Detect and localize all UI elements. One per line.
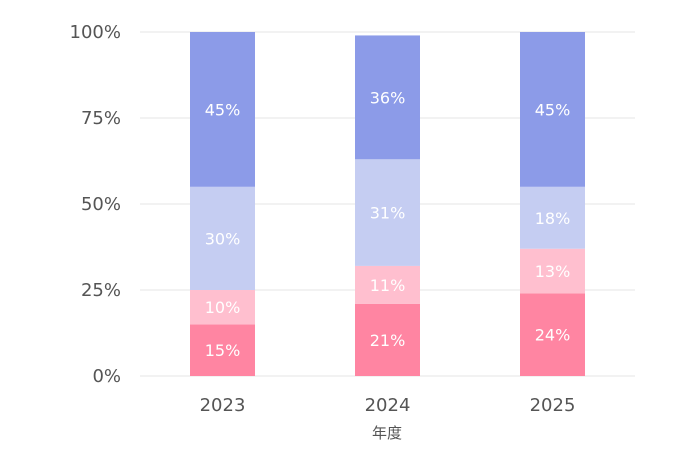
y-tick-label: 75%	[81, 108, 121, 129]
data-label: 13%	[535, 262, 571, 281]
data-label: 11%	[370, 276, 406, 295]
bar-segment	[190, 290, 255, 325]
y-tick-label: 50%	[81, 194, 121, 215]
y-tick-label: 25%	[81, 280, 121, 301]
data-label: 24%	[535, 326, 571, 345]
x-axis-title: 年度	[372, 424, 402, 442]
x-tick-label: 2024	[365, 395, 411, 416]
bar-segment	[190, 324, 255, 376]
bar-segment	[190, 186, 255, 290]
data-label: 45%	[535, 100, 571, 119]
data-label: 10%	[205, 298, 241, 317]
bar-segment	[355, 159, 420, 266]
data-label: 30%	[205, 229, 241, 248]
x-axis-ticks: 2023 2024 2025	[200, 395, 576, 416]
data-label: 31%	[370, 204, 406, 223]
bar-segment	[520, 293, 585, 376]
data-label: 18%	[535, 209, 571, 228]
bar-segment	[520, 186, 585, 249]
data-label: 36%	[370, 88, 406, 107]
x-tick-label: 2025	[530, 395, 576, 416]
bar-segment	[520, 32, 585, 187]
bar-segment	[355, 303, 420, 376]
data-label: 45%	[205, 100, 241, 119]
bar-segment	[355, 35, 420, 160]
x-tick-label: 2023	[200, 395, 246, 416]
data-label: 21%	[370, 331, 406, 350]
bars: 15% 10% 30% 45% 21% 11% 31% 36% 24% 13% 18% 45%	[190, 32, 585, 376]
bar-segment	[355, 265, 420, 304]
bar-segment	[190, 32, 255, 187]
bar-segment	[520, 248, 585, 294]
y-tick-label: 0%	[92, 366, 121, 387]
y-tick-label: 100%	[70, 22, 121, 43]
y-axis-ticks: 0% 25% 50% 75% 100%	[70, 22, 121, 387]
data-label: 15%	[205, 341, 241, 360]
